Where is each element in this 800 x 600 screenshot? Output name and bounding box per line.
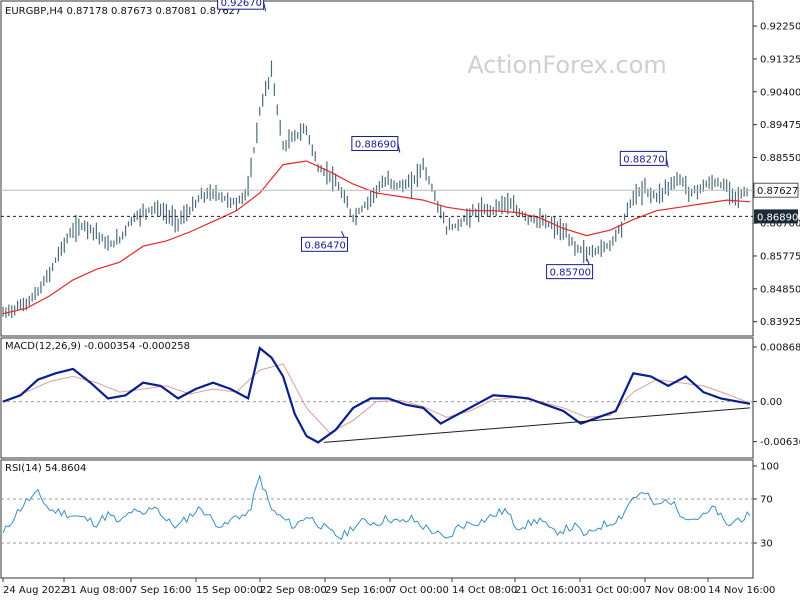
time-tick-label: 21 Oct 16:00 — [515, 585, 580, 596]
price-y-tick-label: 0.89475 — [760, 120, 800, 131]
price-lines: 0.86890 0.87627 — [1, 60, 799, 318]
watermark: ActionForex.com — [467, 51, 667, 79]
svg-text:0.85700: 0.85700 — [550, 268, 591, 279]
rsi-header: RSI(14) 54.8604 — [5, 463, 86, 474]
macd-trendline — [323, 407, 751, 443]
time-tick-label: 7 Sep 16:00 — [131, 585, 191, 596]
price-y-tick-label: 0.86700 — [760, 219, 800, 230]
price-y-tick-label: 0.91325 — [760, 54, 800, 65]
rsi-y-tick-label: 30 — [760, 539, 773, 550]
macd-signal-line — [2, 363, 751, 434]
rsi-y-tick-label: 100 — [760, 462, 779, 473]
time-tick-label: 29 Sep 16:00 — [325, 585, 392, 596]
rsi-y-tick-label: 70 — [760, 495, 773, 506]
rsi-line — [2, 473, 751, 540]
time-tick-label: 15 Sep 00:00 — [196, 585, 263, 596]
price-annotation: 0.88690 — [351, 135, 401, 153]
price-y-tick-label: 0.85775 — [760, 251, 800, 262]
svg-text:0.88270: 0.88270 — [623, 154, 664, 165]
svg-text:0.88690: 0.88690 — [355, 139, 396, 150]
current-price-label: 0.87627 — [753, 182, 799, 198]
macd-lines — [1, 346, 753, 444]
price-y-tick-label: 0.84850 — [760, 284, 800, 295]
svg-text:0.87627: 0.87627 — [757, 186, 798, 197]
rsi-y-axis: 100 70 30 — [753, 462, 779, 550]
price-annotation: 0.88270 — [619, 150, 669, 168]
support-level-label: 0.86890 — [754, 209, 798, 224]
price-header: EURGBP,H4 0.87178 0.87673 0.87081 0.8762… — [5, 6, 241, 17]
price-y-tick-label: 0.83925 — [760, 317, 800, 328]
price-annotation: 0.85700 — [546, 258, 594, 280]
time-tick-label: 24 Aug 2022 — [3, 585, 67, 596]
moving-average-line — [2, 160, 751, 315]
svg-text:0.92670: 0.92670 — [221, 0, 262, 9]
macd-y-tick-label: 0.008686 — [760, 342, 800, 353]
price-y-tick-label: 0.92250 — [760, 22, 800, 33]
price-annotation: 0.92670 — [217, 0, 267, 12]
svg-text:0.86890: 0.86890 — [757, 212, 798, 223]
price-panel: ActionForex.com EURGBP,H4 0.87178 0.8767… — [0, 0, 800, 337]
price-y-axis: 0.92250 0.91325 0.90400 0.89475 0.88550 0.867… — [753, 22, 800, 328]
svg-text:0.86470: 0.86470 — [304, 240, 345, 251]
time-tick-label: 14 Nov 16:00 — [708, 585, 775, 596]
rsi-lines — [1, 473, 753, 544]
price-annotation: 0.86470 — [300, 231, 348, 252]
macd-header: MACD(12,26,9) -0.000354 -0.000258 — [5, 341, 190, 352]
time-tick-label: 7 Nov 08:00 — [645, 585, 706, 596]
macd-y-axis: 0.008686 0.00 -0.006366 — [753, 342, 800, 448]
price-y-tick-label: 0.88550 — [760, 153, 800, 164]
rsi-panel: RSI(14) 54.8604 100 70 30 — [0, 459, 779, 579]
time-tick-label: 22 Sep 08:00 — [260, 585, 327, 596]
macd-y-tick-label: 0.00 — [760, 397, 782, 408]
macd-line — [2, 346, 751, 444]
time-tick-label: 7 Oct 00:00 — [390, 585, 449, 596]
time-tick-label: 14 Oct 08:00 — [452, 585, 517, 596]
price-annotations: 0.92670 0.88690 0.86470 0.85700 0.88270 — [217, 0, 669, 280]
macd-y-tick-label: -0.006366 — [760, 437, 800, 448]
macd-panel: MACD(12,26,9) -0.000354 -0.000258 0.0086… — [0, 337, 800, 459]
price-y-tick-label: 0.90400 — [760, 87, 800, 98]
time-tick-label: 31 Aug 08:00 — [64, 585, 131, 596]
time-tick-label: 31 Oct 00:00 — [580, 585, 645, 596]
